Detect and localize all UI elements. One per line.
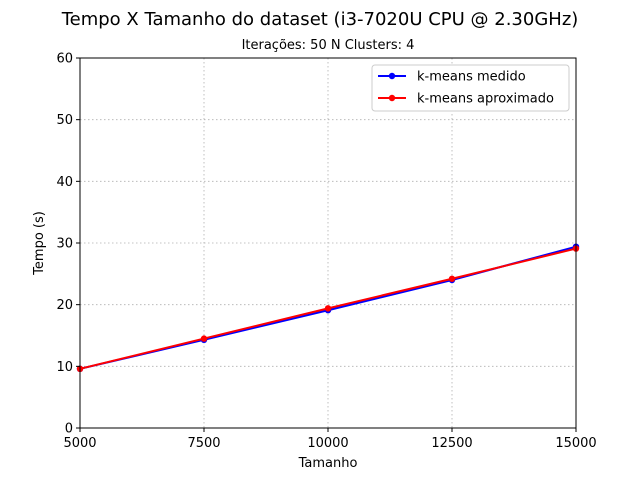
x-tick-label: 15000 — [555, 436, 596, 451]
legend: k-means medido k-means aproximado — [371, 64, 570, 112]
series-layer — [76, 243, 580, 372]
y-tick-label: 0 — [65, 422, 73, 437]
y-tick-label: 60 — [56, 52, 73, 67]
x-axis-label: Tamanho — [298, 456, 358, 471]
y-axis-label: Tempo (s) — [32, 211, 47, 276]
y-tick-label: 30 — [56, 237, 73, 252]
data-point — [324, 305, 332, 312]
data-point — [200, 335, 208, 342]
y-tick-label: 10 — [56, 360, 73, 375]
chart-title: Tempo X Tamanho do dataset (i3-7020U CPU… — [61, 9, 579, 30]
x-tick-label: 5000 — [63, 436, 96, 451]
data-point — [448, 275, 456, 282]
series-2 — [76, 245, 580, 372]
legend-swatch-marker — [388, 94, 396, 102]
legend-swatch-marker — [388, 72, 396, 80]
x-tick-label: 10000 — [307, 436, 348, 451]
y-tick-label: 40 — [56, 175, 73, 190]
legend-entry-label: k-means medido — [417, 70, 526, 85]
x-tick-label: 12500 — [431, 436, 472, 451]
grid — [79, 57, 577, 429]
x-tick-label: 7500 — [187, 436, 220, 451]
legend-entry-label: k-means aproximado — [417, 92, 554, 107]
x-axis-ticks: 5000 7500 10000 12500 15000 — [63, 428, 597, 451]
legend-box — [371, 64, 570, 112]
y-tick-label: 20 — [56, 298, 73, 313]
chart-subtitle: Iterações: 50 N Clusters: 4 — [242, 38, 415, 53]
y-axis-ticks: 0 10 20 30 40 50 60 — [56, 52, 80, 437]
y-tick-label: 50 — [56, 113, 73, 128]
